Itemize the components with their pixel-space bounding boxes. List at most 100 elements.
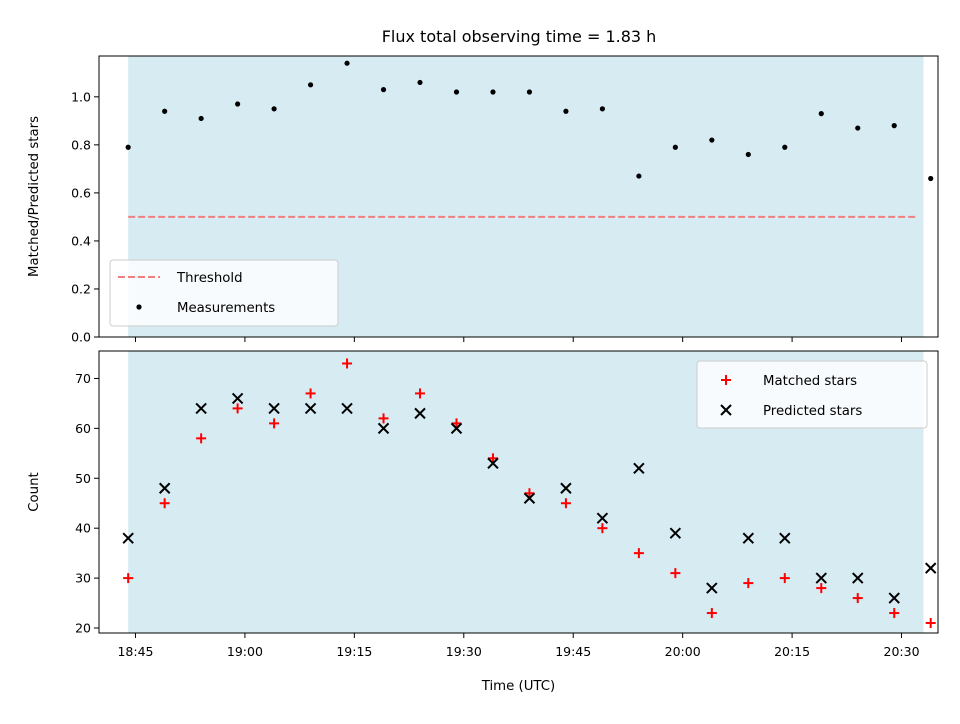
matched-star-marker bbox=[852, 593, 863, 604]
predicted-marker-b bbox=[523, 492, 536, 504]
predicted-star-marker bbox=[852, 572, 864, 584]
chart-title: Flux total observing time = 1.83 h bbox=[382, 27, 657, 46]
measurement-point bbox=[563, 108, 569, 114]
x-tick-label: 18:45 bbox=[117, 644, 153, 659]
matched-star-marker bbox=[706, 608, 717, 619]
predicted-star-marker bbox=[560, 482, 572, 494]
matched-star-marker bbox=[597, 523, 608, 534]
predicted-star-marker bbox=[669, 527, 682, 539]
predicted-star-marker bbox=[304, 402, 317, 415]
predicted-star-marker bbox=[924, 562, 937, 574]
plot-frame bbox=[98, 55, 939, 338]
predicted-star-marker bbox=[706, 582, 718, 594]
predicted-star-marker bbox=[450, 422, 463, 435]
predicted-star-marker bbox=[377, 422, 390, 435]
measurement-point bbox=[526, 89, 533, 95]
x-tick-label: 20:30 bbox=[884, 644, 920, 659]
matched-star-marker bbox=[524, 488, 535, 499]
y-axis-label: Count bbox=[27, 472, 42, 512]
matched-star-marker bbox=[743, 578, 754, 589]
measurement-point bbox=[599, 106, 606, 112]
measurement-point bbox=[235, 101, 241, 107]
predicted-marker-b bbox=[231, 392, 244, 405]
measurement-point bbox=[271, 106, 277, 112]
legend-box bbox=[696, 360, 928, 429]
predicted-marker-b bbox=[450, 422, 463, 435]
matched-star-marker bbox=[123, 573, 134, 584]
predicted-marker-b bbox=[852, 572, 864, 584]
predicted-marker-b bbox=[195, 402, 207, 415]
y-tick-label: 0.8 bbox=[71, 137, 91, 152]
measurement-point bbox=[125, 144, 131, 150]
matched-star-marker bbox=[232, 403, 243, 414]
matched-star-marker bbox=[925, 618, 936, 629]
y-axis-label: Matched/Predicted stars bbox=[27, 116, 42, 277]
y-tick-label: 0.0 bbox=[71, 330, 91, 345]
x-tick-label: 19:00 bbox=[227, 644, 263, 659]
matched-star-marker bbox=[415, 388, 426, 399]
y-tick-label: 20 bbox=[75, 621, 91, 636]
y-tick-label: 30 bbox=[75, 571, 91, 586]
y-tick-label: 40 bbox=[75, 521, 91, 536]
measurement-point bbox=[782, 144, 788, 150]
predicted-star-marker bbox=[742, 532, 755, 544]
legend-predicted-swatch-b bbox=[720, 404, 732, 416]
y-tick-label: 60 bbox=[75, 421, 91, 436]
predicted-marker-b bbox=[341, 402, 353, 415]
measurement-point bbox=[453, 89, 460, 95]
legend-matched-label: Matched stars bbox=[763, 374, 857, 389]
measurement-point bbox=[417, 79, 423, 86]
measurement-point bbox=[344, 60, 350, 66]
predicted-marker-b bbox=[633, 462, 645, 474]
y-tick-label: 70 bbox=[75, 371, 91, 386]
measurement-point bbox=[198, 115, 204, 122]
predicted-marker-b bbox=[888, 592, 900, 604]
matched-star-marker bbox=[779, 573, 790, 584]
legend: Matched stars Predicted stars bbox=[696, 360, 928, 429]
predicted-star-marker bbox=[815, 572, 827, 584]
predicted-marker-b bbox=[560, 482, 572, 494]
matched-star-marker bbox=[816, 583, 827, 594]
bottom-panel: 20 30 40 50 60 70 18:45 19:00 19:15 19:30 19:45 20:… bbox=[27, 350, 939, 694]
predicted-star-marker bbox=[779, 532, 791, 544]
predicted-marker-b bbox=[377, 422, 390, 435]
measurement-point bbox=[709, 137, 715, 143]
matched-star-marker bbox=[159, 498, 170, 509]
predicted-marker-b bbox=[487, 457, 499, 470]
legend-measurement-swatch bbox=[136, 304, 142, 310]
matched-star-marker bbox=[269, 418, 280, 429]
matched-star-marker bbox=[560, 498, 571, 509]
matched-star-marker bbox=[342, 358, 353, 369]
measurement-point bbox=[307, 82, 314, 88]
predicted-marker-b bbox=[706, 582, 718, 594]
measurement-point bbox=[745, 151, 751, 158]
y-tick-label: 0.6 bbox=[71, 185, 91, 200]
predicted-star-marker bbox=[487, 457, 499, 470]
predicted-marker-b bbox=[158, 482, 171, 494]
predicted-marker-b bbox=[304, 402, 317, 415]
matched-star-marker bbox=[196, 433, 207, 444]
predicted-marker-b bbox=[815, 572, 827, 584]
legend: Threshold Measurements bbox=[109, 259, 339, 327]
plot-frame bbox=[98, 350, 939, 634]
x-tick-label: 19:45 bbox=[555, 644, 591, 659]
measurement-point bbox=[818, 111, 824, 117]
predicted-marker-b bbox=[779, 532, 791, 544]
matched-star-marker bbox=[889, 608, 900, 619]
matched-star-marker bbox=[633, 548, 644, 559]
x-tick-label: 20:00 bbox=[665, 644, 701, 659]
predicted-star-marker bbox=[633, 462, 645, 474]
predicted-star-marker bbox=[268, 402, 280, 415]
y-tick-label: 1.0 bbox=[71, 89, 91, 104]
predicted-star-marker bbox=[341, 402, 353, 415]
measurement-point bbox=[891, 123, 897, 129]
y-tick-label: 50 bbox=[75, 471, 91, 486]
x-tick-label: 19:15 bbox=[336, 644, 372, 659]
measurement-point bbox=[162, 108, 168, 114]
y-tick-label: 0.2 bbox=[71, 281, 91, 296]
measurement-point bbox=[636, 173, 642, 179]
measurement-point bbox=[855, 125, 861, 131]
predicted-star-marker bbox=[523, 492, 536, 504]
predicted-marker-b bbox=[268, 402, 280, 415]
